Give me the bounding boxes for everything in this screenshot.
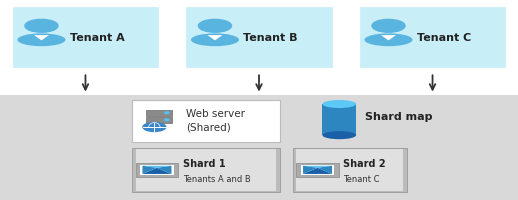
Circle shape — [198, 20, 232, 33]
FancyBboxPatch shape — [360, 8, 505, 68]
Ellipse shape — [322, 100, 356, 108]
Ellipse shape — [322, 132, 356, 140]
Text: Web server: Web server — [186, 108, 246, 118]
FancyBboxPatch shape — [136, 163, 178, 177]
Ellipse shape — [365, 34, 412, 47]
Polygon shape — [318, 166, 332, 174]
Text: (Shared): (Shared) — [186, 122, 231, 132]
Text: Shard 1: Shard 1 — [183, 158, 225, 168]
Polygon shape — [381, 36, 396, 41]
Ellipse shape — [191, 34, 239, 47]
FancyBboxPatch shape — [140, 165, 174, 175]
Text: Tenant B: Tenant B — [243, 33, 298, 43]
FancyBboxPatch shape — [293, 148, 407, 192]
Circle shape — [165, 119, 169, 121]
FancyBboxPatch shape — [132, 100, 280, 142]
Polygon shape — [142, 166, 171, 168]
Polygon shape — [142, 168, 171, 174]
Circle shape — [143, 123, 166, 132]
Circle shape — [372, 20, 405, 33]
Text: Tenants A and B: Tenants A and B — [183, 174, 251, 183]
FancyBboxPatch shape — [13, 8, 158, 68]
Polygon shape — [34, 36, 49, 41]
Text: Shard map: Shard map — [365, 111, 433, 121]
Text: Tenant C: Tenant C — [417, 33, 471, 43]
Text: Tenant C: Tenant C — [343, 174, 380, 183]
Text: Tenant A: Tenant A — [70, 33, 125, 43]
Polygon shape — [303, 168, 332, 174]
FancyBboxPatch shape — [136, 149, 276, 191]
FancyBboxPatch shape — [146, 110, 172, 116]
FancyBboxPatch shape — [296, 163, 339, 177]
FancyBboxPatch shape — [146, 117, 172, 123]
Polygon shape — [207, 36, 223, 41]
Polygon shape — [303, 166, 318, 174]
FancyBboxPatch shape — [296, 149, 403, 191]
FancyBboxPatch shape — [0, 96, 518, 200]
Polygon shape — [142, 166, 157, 174]
FancyBboxPatch shape — [132, 148, 280, 192]
Circle shape — [165, 112, 169, 114]
Text: Shard 2: Shard 2 — [343, 158, 386, 168]
FancyBboxPatch shape — [186, 8, 332, 68]
FancyBboxPatch shape — [322, 104, 356, 136]
Polygon shape — [303, 166, 332, 168]
Circle shape — [25, 20, 58, 33]
FancyBboxPatch shape — [301, 165, 334, 175]
Polygon shape — [157, 166, 171, 174]
Ellipse shape — [18, 34, 65, 47]
